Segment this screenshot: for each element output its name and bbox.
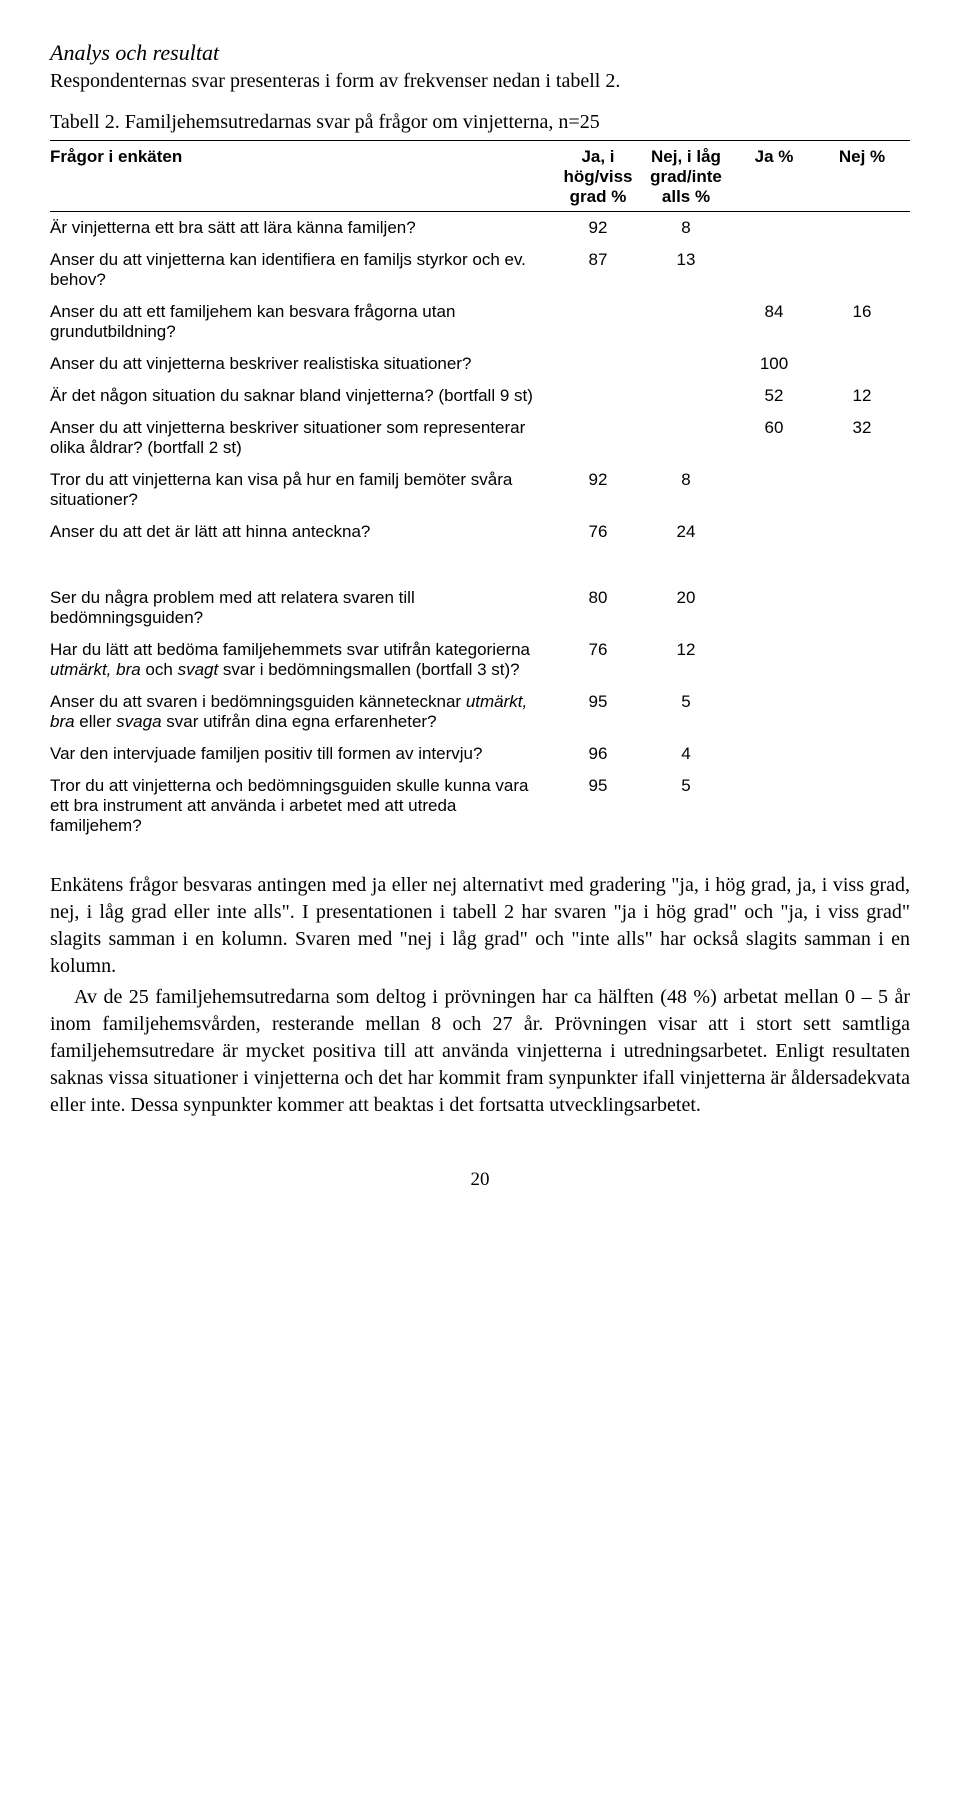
cell-value <box>734 464 822 516</box>
table-row: Tror du att vinjetterna kan visa på hur … <box>50 464 910 516</box>
cell-question: Anser du att vinjetterna beskriver situa… <box>50 412 558 464</box>
cell-value <box>558 380 646 412</box>
cell-value <box>734 212 822 245</box>
cell-value <box>822 686 910 738</box>
cell-value: 96 <box>558 738 646 770</box>
cell-value <box>822 582 910 634</box>
cell-value <box>822 464 910 516</box>
col-question: Frågor i enkäten <box>50 141 558 212</box>
cell-question: Anser du att ett familjehem kan besvara … <box>50 296 558 348</box>
col-ja-grad: Ja, i hög/viss grad % <box>558 141 646 212</box>
table-row: Är det någon situation du saknar bland v… <box>50 380 910 412</box>
cell-value <box>734 582 822 634</box>
cell-value <box>734 244 822 296</box>
cell-value: 92 <box>558 464 646 516</box>
cell-question: Var den intervjuade familjen positiv til… <box>50 738 558 770</box>
cell-value: 92 <box>558 212 646 245</box>
results-table: Frågor i enkäten Ja, i hög/viss grad % N… <box>50 140 910 842</box>
cell-value: 76 <box>558 634 646 686</box>
cell-value: 13 <box>646 244 734 296</box>
cell-value: 100 <box>734 348 822 380</box>
cell-value: 5 <box>646 770 734 842</box>
body-para-1: Enkätens frågor besvaras antingen med ja… <box>50 872 910 980</box>
cell-value: 20 <box>646 582 734 634</box>
cell-value <box>734 738 822 770</box>
cell-question: Är vinjetterna ett bra sätt att lära kän… <box>50 212 558 245</box>
cell-value: 87 <box>558 244 646 296</box>
cell-value <box>822 348 910 380</box>
section-heading: Analys och resultat <box>50 40 910 66</box>
col-ja-pct: Ja % <box>734 141 822 212</box>
cell-question: Är det någon situation du saknar bland v… <box>50 380 558 412</box>
intro-text: Respondenternas svar presenteras i form … <box>50 70 910 93</box>
table-caption: Tabell 2. Familjehemsutredarnas svar på … <box>50 111 910 134</box>
cell-value <box>558 412 646 464</box>
cell-value <box>646 412 734 464</box>
cell-value <box>822 516 910 548</box>
body-text: Enkätens frågor besvaras antingen med ja… <box>50 872 910 1119</box>
col-nej-grad: Nej, i låg grad/inte alls % <box>646 141 734 212</box>
table-row: Tror du att vinjetterna och bedömningsgu… <box>50 770 910 842</box>
cell-value <box>822 634 910 686</box>
cell-question: Anser du att svaren i bedömningsguiden k… <box>50 686 558 738</box>
cell-value: 5 <box>646 686 734 738</box>
cell-value: 8 <box>646 212 734 245</box>
cell-value <box>558 296 646 348</box>
cell-value <box>646 348 734 380</box>
cell-value <box>822 738 910 770</box>
cell-question: Anser du att vinjetterna kan identifiera… <box>50 244 558 296</box>
cell-question: Anser du att vinjetterna beskriver reali… <box>50 348 558 380</box>
table-row: Anser du att svaren i bedömningsguiden k… <box>50 686 910 738</box>
cell-question: Ser du några problem med att relatera sv… <box>50 582 558 634</box>
cell-question: Tror du att vinjetterna och bedömningsgu… <box>50 770 558 842</box>
cell-value: 12 <box>822 380 910 412</box>
cell-question: Har du lätt att bedöma familjehemmets sv… <box>50 634 558 686</box>
cell-value <box>734 686 822 738</box>
cell-value <box>646 380 734 412</box>
cell-value: 84 <box>734 296 822 348</box>
table-row: Anser du att vinjetterna beskriver reali… <box>50 348 910 380</box>
cell-value <box>734 516 822 548</box>
cell-value: 8 <box>646 464 734 516</box>
cell-question: Tror du att vinjetterna kan visa på hur … <box>50 464 558 516</box>
cell-value: 80 <box>558 582 646 634</box>
table-row: Anser du att det är lätt att hinna antec… <box>50 516 910 548</box>
table-row: Har du lätt att bedöma familjehemmets sv… <box>50 634 910 686</box>
cell-value <box>822 212 910 245</box>
cell-value: 4 <box>646 738 734 770</box>
cell-value: 95 <box>558 686 646 738</box>
table-row: Anser du att vinjetterna beskriver situa… <box>50 412 910 464</box>
cell-value <box>646 296 734 348</box>
table-header-row: Frågor i enkäten Ja, i hög/viss grad % N… <box>50 141 910 212</box>
col-nej-pct: Nej % <box>822 141 910 212</box>
cell-value <box>822 244 910 296</box>
table-row: Anser du att ett familjehem kan besvara … <box>50 296 910 348</box>
cell-value: 76 <box>558 516 646 548</box>
body-para-2: Av de 25 familjehemsutredarna som deltog… <box>50 984 910 1119</box>
page-number: 20 <box>50 1169 910 1191</box>
table-row: Ser du några problem med att relatera sv… <box>50 582 910 634</box>
table-row: Anser du att vinjetterna kan identifiera… <box>50 244 910 296</box>
cell-value: 60 <box>734 412 822 464</box>
cell-value: 52 <box>734 380 822 412</box>
cell-question: Anser du att det är lätt att hinna antec… <box>50 516 558 548</box>
cell-value <box>734 770 822 842</box>
table-row: Är vinjetterna ett bra sätt att lära kän… <box>50 212 910 245</box>
cell-value <box>822 770 910 842</box>
cell-value: 16 <box>822 296 910 348</box>
table-row: Var den intervjuade familjen positiv til… <box>50 738 910 770</box>
cell-value <box>558 348 646 380</box>
cell-value: 12 <box>646 634 734 686</box>
cell-value: 32 <box>822 412 910 464</box>
cell-value: 24 <box>646 516 734 548</box>
cell-value <box>734 634 822 686</box>
cell-value: 95 <box>558 770 646 842</box>
